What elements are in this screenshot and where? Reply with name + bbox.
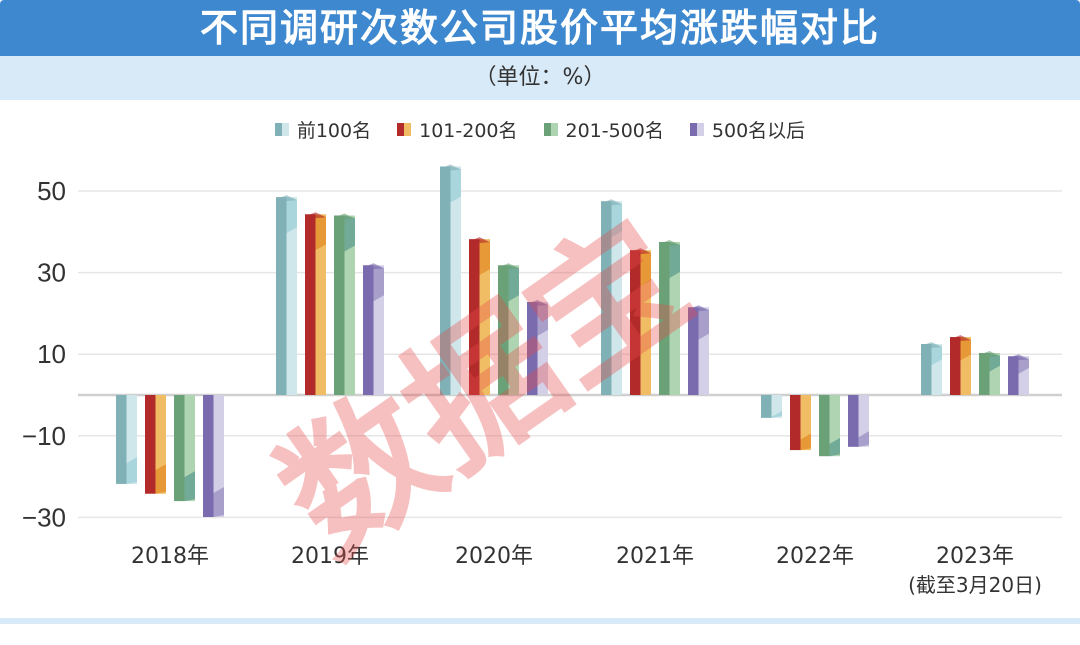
- x-tick-label: 2018年: [131, 544, 209, 569]
- legend-label: 前100名: [296, 120, 372, 142]
- bar: [848, 395, 869, 447]
- bar: [819, 395, 840, 457]
- bar: [1008, 354, 1029, 395]
- legend-label: 500名以后: [711, 120, 806, 142]
- gridlines: [78, 190, 1062, 519]
- legend-swatch-icon: [274, 123, 289, 136]
- bar: [659, 240, 680, 395]
- legend-item-500-plus: 500名以后: [689, 116, 806, 143]
- bar: [116, 395, 137, 484]
- bar: [334, 213, 355, 395]
- legend: 前100名 101-200名 201-500名 500名以后: [0, 116, 1080, 143]
- bar: [950, 335, 971, 395]
- bar: [203, 395, 224, 517]
- bar: [469, 237, 490, 395]
- bar: [305, 212, 326, 395]
- bar: [688, 305, 709, 395]
- x-axis-labels: 2018年 2019年 2020年 2021年 2022年 2023年 (截至3月20日): [131, 544, 1042, 597]
- bar: [498, 263, 519, 395]
- legend-item-101-200: 101-200名: [397, 116, 518, 143]
- y-tick-label: 10: [37, 339, 66, 369]
- legend-swatch-icon: [543, 123, 558, 136]
- x-tick-label: 2022年: [776, 544, 854, 569]
- y-tick-label: 30: [37, 258, 66, 288]
- y-tick-label: 50: [37, 176, 66, 206]
- y-tick-label: −30: [22, 502, 66, 532]
- legend-swatch-icon: [689, 123, 704, 136]
- bar: [276, 195, 297, 395]
- x-tick-sublabel: (截至3月20日): [908, 573, 1042, 597]
- y-axis-labels: 50 30 10 −10 −30: [22, 176, 66, 532]
- bars: [116, 164, 1029, 517]
- bar: [790, 395, 811, 451]
- bar: [979, 350, 1000, 395]
- bar: [527, 299, 548, 395]
- legend-swatch-icon: [397, 123, 412, 136]
- bottom-divider: [0, 618, 1080, 624]
- bar: [174, 395, 195, 502]
- x-tick-label: 2020年: [455, 544, 533, 569]
- x-tick-label: 2019年: [291, 544, 369, 569]
- bar: [145, 395, 166, 494]
- bar: [630, 248, 651, 395]
- legend-item-top100: 前100名: [274, 116, 372, 143]
- bar: [761, 395, 782, 418]
- x-tick-label: 2023年: [936, 544, 1014, 569]
- bar: [601, 199, 622, 395]
- x-tick-label: 2021年: [616, 544, 694, 569]
- chart-title: 不同调研次数公司股价平均涨跌幅对比: [0, 0, 1080, 56]
- y-tick-label: −10: [22, 421, 66, 451]
- legend-label: 201-500名: [565, 120, 664, 142]
- legend-item-201-500: 201-500名: [543, 116, 664, 143]
- bar: [363, 263, 384, 395]
- bar: [440, 164, 461, 395]
- legend-label: 101-200名: [419, 120, 518, 142]
- bar: [921, 342, 942, 395]
- unit-label: （单位：%）: [0, 56, 1080, 100]
